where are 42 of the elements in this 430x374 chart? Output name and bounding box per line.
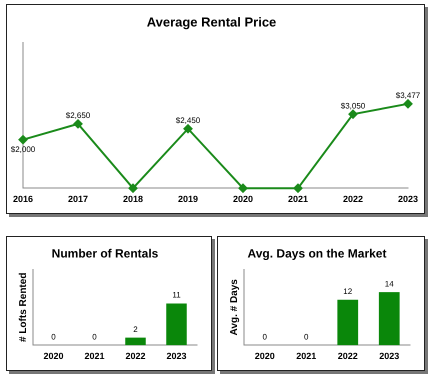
y-axis-title: # Lofts Rented [18,272,29,342]
x-tick-label: 2021 [288,194,308,204]
point [348,110,358,119]
chart-title: Number of Rentals [52,246,159,261]
point [238,184,248,193]
x-tick-label: 2016 [12,194,34,204]
data-label: 0 [304,332,310,342]
x-tick-label: 2021 [84,351,105,362]
x-tick-label: 2017 [68,194,88,204]
x-tick-label: 2021 [296,351,316,362]
point [293,184,302,193]
x-tick-label: 2018 [122,194,144,204]
x-tick-label: 2020 [43,351,64,362]
data-label: $3,477 [396,91,421,100]
data-label: 11 [172,290,182,300]
y-axis-title: Avg. # Days [228,278,240,336]
point [74,119,83,128]
point [184,124,192,134]
x-tick-label: 2022 [338,351,358,362]
data-label: 0 [92,332,98,342]
x-tick-label: 2022 [342,194,364,204]
x-tick-label: 2023 [398,194,418,204]
data-label: $2,650 [66,111,91,120]
x-tick-label: 2022 [125,351,146,362]
data-label: $2,000 [10,144,36,154]
x-tick-label: 2020 [254,351,275,362]
data-label: $2,450 [176,116,201,125]
point [403,99,412,108]
x-tick-label: 2019 [178,194,198,204]
point [128,184,138,193]
point [18,135,28,144]
data-label: 0 [51,332,56,342]
data-label: $3,050 [340,101,366,110]
data-label: 2 [133,324,138,334]
chart-title: Average Rental Price [146,14,276,30]
data-label: 14 [384,279,394,288]
x-tick-label: 2023 [379,351,400,362]
x-tick-label: 2023 [166,351,187,362]
x-tick-label: 2020 [232,194,254,204]
data-label: 12 [343,286,353,296]
data-label: 0 [262,332,268,342]
chart-title: Avg. Days on the Market [248,246,386,261]
